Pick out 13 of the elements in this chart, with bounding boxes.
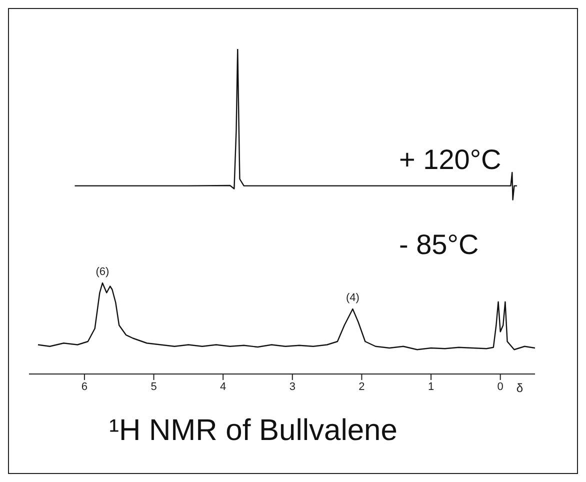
- x-tick-label: 5: [150, 380, 157, 393]
- series-label: + 120°C: [399, 144, 502, 176]
- x-tick-label: 6: [81, 380, 88, 393]
- x-axis-title: δ: [516, 381, 524, 395]
- text: ¹H NMR of Bullvalene: [109, 414, 398, 448]
- series-label: - 85°C: [399, 229, 479, 261]
- x-tick-label: 1: [428, 380, 434, 393]
- annotation: (4): [346, 292, 360, 304]
- x-tick-label: 3: [289, 380, 296, 393]
- x-tick-label: 0: [497, 380, 504, 393]
- x-tick-label: 4: [220, 380, 226, 393]
- annotation: (6): [96, 266, 110, 278]
- x-tick-label: 2: [358, 380, 365, 393]
